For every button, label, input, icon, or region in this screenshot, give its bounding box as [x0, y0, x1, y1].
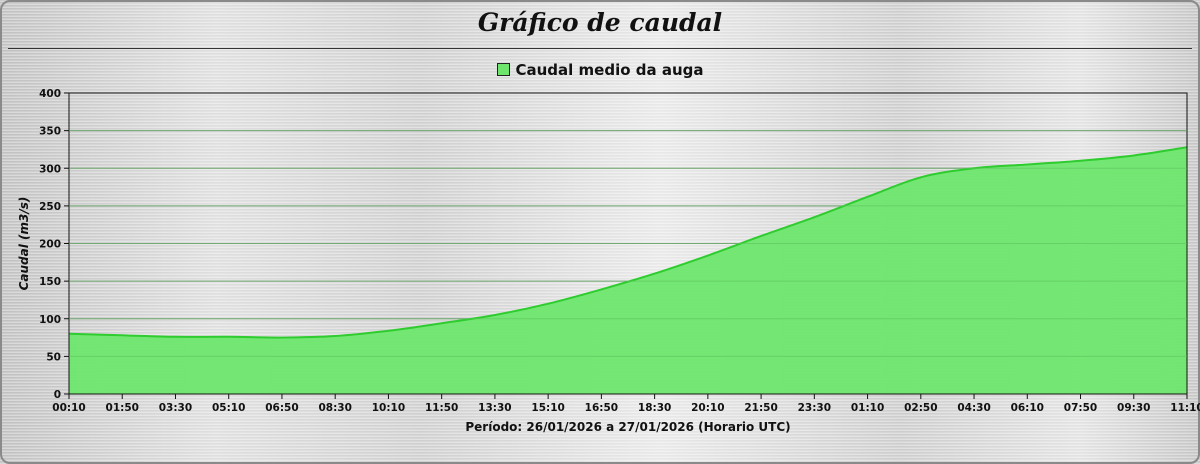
series-line-caudal-medio — [68, 146, 1188, 339]
x-tick-label: 07:50 — [1064, 402, 1097, 414]
x-tick-label: 04:30 — [957, 402, 990, 414]
x-tick-label: 01:10 — [851, 402, 884, 414]
x-tick-label: 21:50 — [744, 402, 777, 414]
y-tick-label: 300 — [39, 163, 61, 175]
y-tick-label: 100 — [39, 314, 61, 326]
x-tick-label: 13:30 — [478, 402, 511, 414]
x-tick-label: 06:50 — [265, 402, 298, 414]
legend: Caudal medio da auga — [0, 61, 1200, 79]
chart-title: Gráfico de caudal — [477, 8, 723, 37]
y-tick-label: 50 — [46, 351, 61, 363]
y-tick-label: 350 — [39, 126, 61, 138]
x-tick-label: 11:10 — [1170, 402, 1200, 414]
x-axis-label: Período: 26/01/2026 a 27/01/2026 (Horari… — [465, 420, 790, 434]
y-axis-label: Caudal (m3/s) — [17, 197, 31, 291]
y-tick-label: 250 — [39, 201, 61, 213]
x-tick-label: 03:30 — [159, 402, 192, 414]
x-tick-label: 15:10 — [531, 402, 564, 414]
x-tick-label: 02:50 — [904, 402, 937, 414]
x-tick-label: 09:30 — [1117, 402, 1150, 414]
x-tick-label: 05:10 — [212, 402, 245, 414]
y-tick-label: 0 — [54, 389, 61, 401]
x-tick-label: 06:10 — [1011, 402, 1044, 414]
x-tick-label: 00:10 — [52, 402, 85, 414]
x-tick-label: 20:10 — [691, 402, 724, 414]
y-tick-label: 200 — [39, 239, 61, 251]
x-tick-label: 18:30 — [638, 402, 671, 414]
x-tick-label: 23:30 — [798, 402, 831, 414]
axes: 0 50 100 150 200 250 300 350 400 00:10 01:50 03:30 0… — [39, 88, 1200, 414]
title-divider — [8, 48, 1192, 49]
y-tick-label: 400 — [39, 88, 61, 100]
legend-swatch — [496, 63, 510, 76]
x-tick-label: 01:50 — [106, 402, 139, 414]
x-tick-label: 10:10 — [372, 402, 405, 414]
y-tick-label: 150 — [39, 276, 61, 288]
legend-label: Caudal medio da auga — [515, 61, 704, 79]
x-tick-label: 08:30 — [318, 402, 351, 414]
x-tick-label: 16:50 — [585, 402, 618, 414]
x-tick-label: 11:50 — [425, 402, 458, 414]
series-area-caudal-medio — [69, 147, 1187, 394]
